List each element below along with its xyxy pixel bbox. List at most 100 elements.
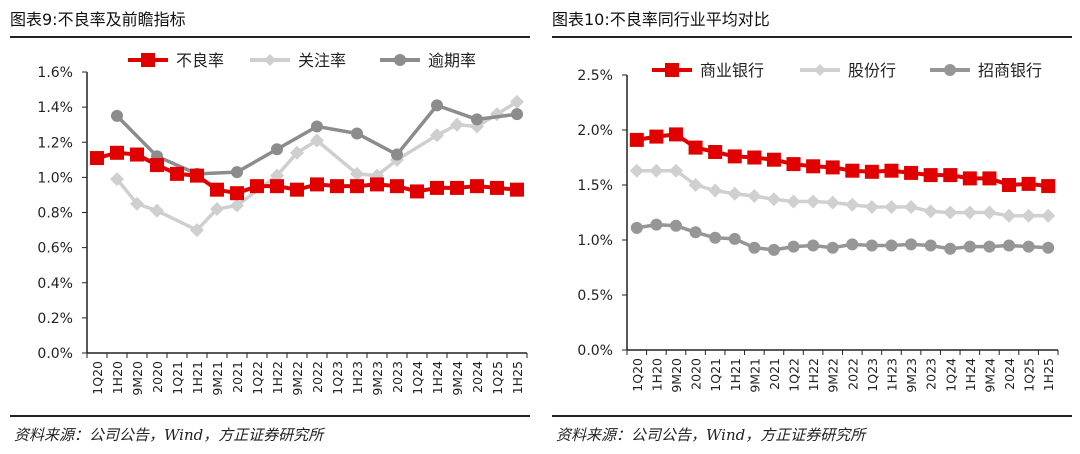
data-point (111, 109, 123, 122)
data-point (962, 171, 977, 186)
data-point (806, 159, 821, 174)
data-point (410, 184, 424, 199)
data-point (290, 182, 304, 197)
data-point (727, 186, 742, 201)
x-tick-label: 1H23 (350, 361, 365, 394)
y-tick-label: 2.0% (577, 123, 613, 139)
data-point (864, 200, 879, 214)
data-point (230, 198, 244, 213)
legend-item: 不良率 (128, 51, 224, 70)
data-point (766, 192, 781, 207)
data-point (766, 152, 781, 167)
y-tick-label: 0.6% (37, 241, 73, 257)
y-tick-label: 0.0% (577, 343, 613, 359)
data-point (709, 231, 722, 244)
data-point (230, 186, 244, 201)
source-note-right: 资料来源：公司公告，Wind，方正证券研究所 (556, 426, 866, 444)
data-point (430, 128, 444, 143)
data-point (110, 145, 124, 160)
data-point (1003, 239, 1016, 252)
series-不良率 (90, 145, 524, 201)
data-point (370, 177, 384, 192)
x-tick-label: 1H23 (884, 358, 899, 391)
data-point (943, 205, 958, 220)
data-point (190, 223, 204, 238)
x-tick-label: 1Q22 (787, 358, 802, 392)
data-point (845, 163, 860, 178)
title-rule-right (552, 36, 1072, 38)
data-point (310, 177, 324, 192)
data-point (430, 180, 444, 195)
data-point (943, 168, 958, 183)
data-point (350, 179, 364, 194)
x-tick-label: 9M22 (290, 361, 305, 396)
data-point (845, 197, 860, 212)
data-point (688, 140, 703, 155)
series-line (636, 168, 1049, 218)
data-point (983, 240, 996, 253)
legend-marker (141, 53, 155, 67)
x-tick-label: 1H22 (270, 361, 285, 394)
data-point (250, 179, 264, 194)
data-point (270, 168, 284, 183)
data-point (510, 182, 524, 197)
legend-marker (814, 64, 826, 76)
x-tick-label: 9M24 (982, 358, 997, 393)
legend-label: 不良率 (176, 51, 224, 70)
x-tick-label: 2023 (390, 361, 405, 393)
data-point (728, 232, 741, 245)
x-tick-label: 1H24 (430, 361, 445, 394)
y-tick-label: 0.4% (37, 276, 73, 292)
y-tick-label: 1.4% (37, 100, 73, 116)
legend-marker (944, 64, 956, 76)
data-point (689, 226, 702, 239)
x-tick-label: 1Q20 (630, 358, 645, 392)
data-point (210, 201, 224, 216)
x-tick-label: 2021 (230, 361, 245, 393)
data-point (350, 166, 364, 181)
data-point (1002, 178, 1017, 192)
x-tick-label: 1Q23 (330, 361, 345, 395)
data-point (1002, 208, 1017, 223)
legend-marker (394, 54, 406, 66)
data-point (668, 127, 683, 142)
legend-item: 关注率 (250, 51, 346, 70)
data-point (727, 149, 742, 164)
source-note-left: 资料来源：公司公告，Wind，方正证券研究所 (14, 426, 324, 444)
legend-item: 股份行 (800, 61, 896, 80)
x-tick-label: 1H22 (806, 358, 821, 391)
series-line (96, 150, 518, 196)
data-point (150, 158, 164, 173)
y-tick-label: 0.2% (37, 311, 73, 327)
data-point (629, 132, 644, 147)
x-tick-label: 1Q21 (708, 358, 723, 392)
title-rule-left (10, 36, 530, 38)
legend-label: 招商银行 (978, 61, 1042, 80)
y-tick-label: 1.0% (37, 170, 73, 186)
data-point (310, 133, 324, 148)
x-tick-label: 1Q25 (1022, 358, 1037, 392)
x-tick-label: 1H25 (510, 361, 525, 394)
x-tick-label: 1Q21 (170, 361, 185, 395)
x-tick-label: 1Q24 (410, 361, 425, 395)
data-point (748, 241, 761, 254)
data-point (630, 221, 643, 234)
data-point (470, 179, 484, 194)
chart-title-left: 图表9:不良率及前瞻指标 (10, 10, 186, 29)
data-point (865, 239, 878, 252)
y-tick-label: 2.5% (577, 68, 613, 84)
y-tick-label: 1.2% (37, 135, 73, 151)
data-point (471, 113, 483, 126)
legend-label: 商业银行 (700, 61, 764, 80)
data-point (450, 117, 464, 132)
data-point (110, 172, 124, 187)
data-point (490, 180, 504, 195)
data-point (90, 151, 104, 166)
x-tick-label: 9M23 (904, 358, 919, 393)
x-tick-label: 1Q23 (865, 358, 880, 392)
data-point (330, 179, 344, 194)
data-point (450, 180, 464, 195)
legend-item: 逾期率 (380, 51, 476, 70)
data-point (150, 203, 164, 218)
data-point (510, 94, 524, 109)
